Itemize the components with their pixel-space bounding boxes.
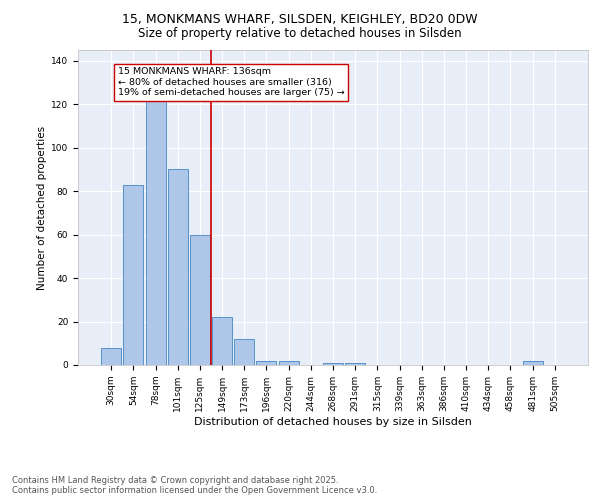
X-axis label: Distribution of detached houses by size in Silsden: Distribution of detached houses by size … <box>194 416 472 426</box>
Bar <box>168 170 188 365</box>
Bar <box>256 360 277 365</box>
Bar <box>101 348 121 365</box>
Bar <box>345 363 365 365</box>
Bar <box>212 317 232 365</box>
Text: Size of property relative to detached houses in Silsden: Size of property relative to detached ho… <box>138 28 462 40</box>
Bar <box>234 339 254 365</box>
Y-axis label: Number of detached properties: Number of detached properties <box>37 126 47 290</box>
Text: Contains HM Land Registry data © Crown copyright and database right 2025.
Contai: Contains HM Land Registry data © Crown c… <box>12 476 377 495</box>
Bar <box>323 363 343 365</box>
Text: 15 MONKMANS WHARF: 136sqm
← 80% of detached houses are smaller (316)
19% of semi: 15 MONKMANS WHARF: 136sqm ← 80% of detac… <box>118 68 344 97</box>
Bar <box>146 82 166 365</box>
Text: 15, MONKMANS WHARF, SILSDEN, KEIGHLEY, BD20 0DW: 15, MONKMANS WHARF, SILSDEN, KEIGHLEY, B… <box>122 12 478 26</box>
Bar <box>278 360 299 365</box>
Bar <box>523 360 542 365</box>
Bar <box>124 184 143 365</box>
Bar <box>190 234 210 365</box>
